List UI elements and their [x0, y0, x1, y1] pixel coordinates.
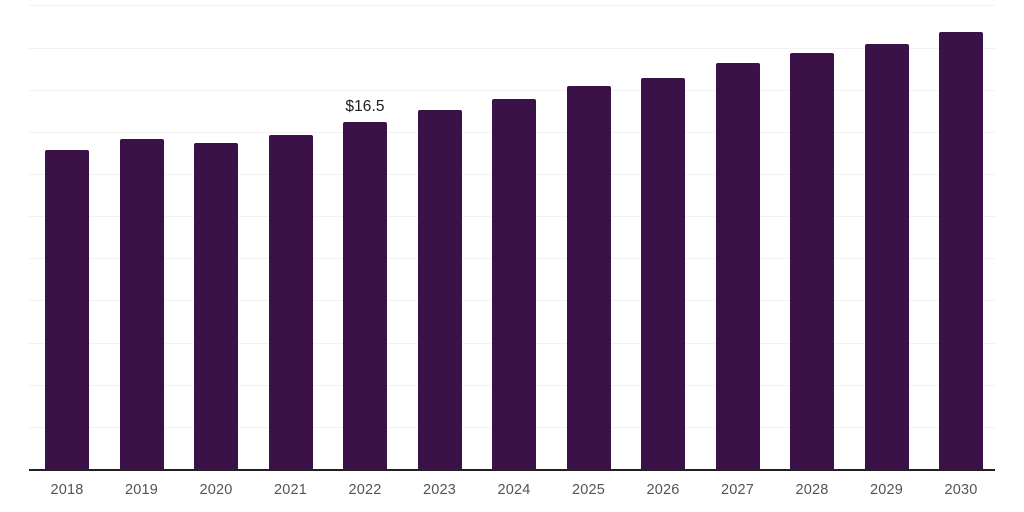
bars-layer: $16.5	[45, 0, 983, 470]
bar-value-label-2022: $16.5	[345, 98, 385, 116]
bar-group[interactable]	[268, 0, 313, 470]
bar-group[interactable]	[194, 0, 238, 470]
bar-group[interactable]	[492, 0, 536, 470]
x-tick-label-2021: 2021	[273, 482, 308, 498]
bar-2026[interactable]	[641, 78, 685, 470]
bar-2019[interactable]	[119, 139, 164, 470]
bar-2024[interactable]	[492, 99, 536, 470]
bar-group[interactable]	[119, 0, 164, 470]
x-tick-label-2027: 2027	[720, 482, 755, 498]
bar-group[interactable]: $16.5	[343, 0, 387, 470]
bar-2029[interactable]	[864, 44, 909, 470]
x-tick-label-2018: 2018	[50, 482, 84, 498]
gridline	[29, 89, 995, 91]
x-axis-labels: 2018 2019 2020 2021 2022 2023 2024 2025 2026 2027…	[0, 470, 1024, 512]
bar-group[interactable]	[45, 0, 89, 470]
bar-group[interactable]	[939, 0, 983, 470]
bar-group[interactable]	[715, 0, 760, 470]
bar-2030[interactable]	[939, 31, 983, 470]
bar-group[interactable]	[417, 0, 462, 470]
gridline	[29, 47, 995, 49]
x-tick-label-2020: 2020	[199, 482, 233, 498]
plot-area: $16.5	[29, 0, 995, 471]
bar-2027[interactable]	[715, 63, 760, 470]
x-tick-label-2028: 2028	[795, 482, 829, 498]
bar-group[interactable]	[566, 0, 611, 470]
bar-2021[interactable]	[268, 134, 313, 470]
bar-group[interactable]	[641, 0, 685, 470]
bar-group[interactable]	[790, 0, 834, 470]
bar-2022[interactable]	[343, 122, 387, 470]
x-tick-label-2022: 2022	[348, 482, 382, 498]
bar-2018[interactable]	[45, 149, 89, 470]
x-tick-label-2029: 2029	[869, 482, 904, 498]
bar-2023[interactable]	[417, 109, 462, 470]
x-tick-label-2023: 2023	[422, 482, 457, 498]
x-tick-label-2026: 2026	[646, 482, 680, 498]
x-tick-label-2019: 2019	[124, 482, 159, 498]
bar-2025[interactable]	[566, 86, 611, 470]
gridline	[29, 5, 995, 7]
x-tick-label-2030: 2030	[944, 482, 978, 498]
x-tick-label-2025: 2025	[571, 482, 606, 498]
bar-2028[interactable]	[790, 52, 834, 470]
x-tick-label-2024: 2024	[497, 482, 531, 498]
bar-2020[interactable]	[194, 143, 238, 470]
bar-group[interactable]	[864, 0, 909, 470]
